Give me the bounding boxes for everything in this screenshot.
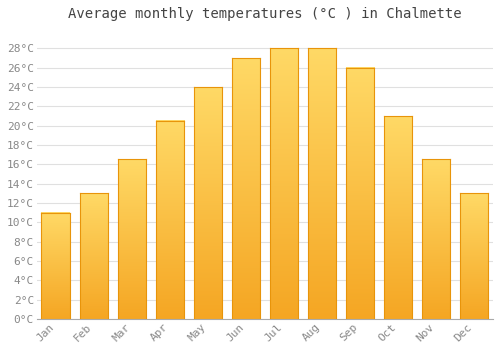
Title: Average monthly temperatures (°C ) in Chalmette: Average monthly temperatures (°C ) in Ch… bbox=[68, 7, 462, 21]
